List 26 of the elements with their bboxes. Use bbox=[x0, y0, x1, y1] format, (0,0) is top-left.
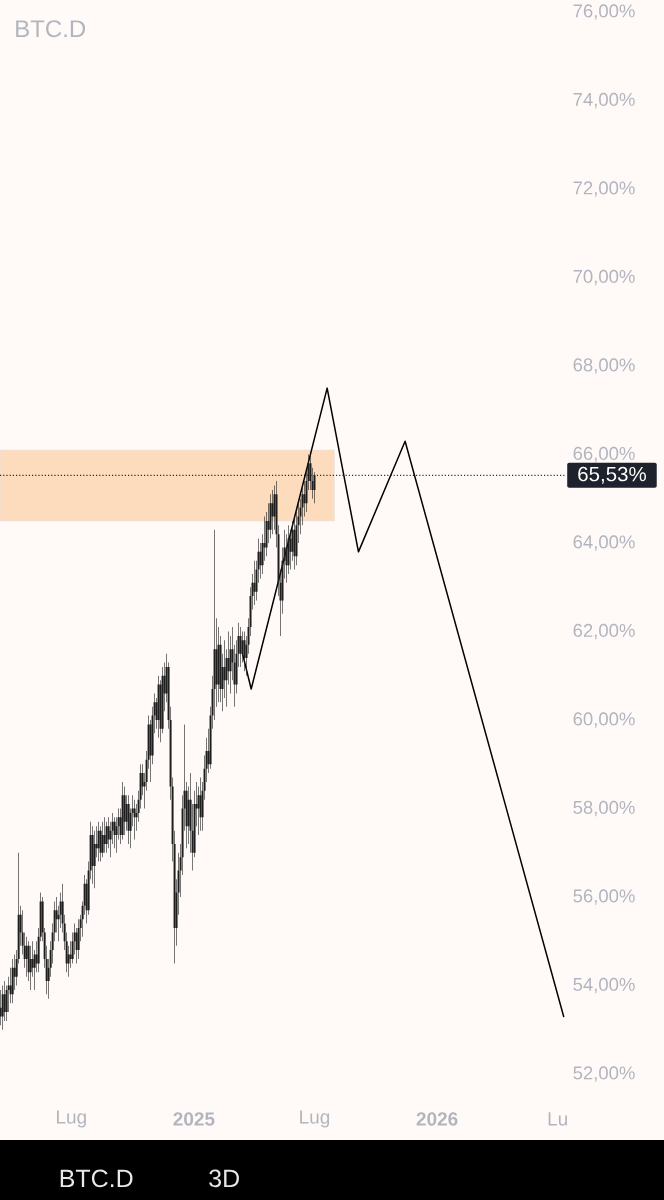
x-tick-label: Lug bbox=[57, 1110, 86, 1128]
y-tick-label: 56,00% bbox=[573, 889, 635, 905]
y-tick-label: 60,00% bbox=[573, 712, 635, 728]
y-tick-label: 70,00% bbox=[573, 269, 635, 286]
chart-title: BTC.D bbox=[16, 20, 86, 38]
y-tick-label: 74,00% bbox=[573, 92, 635, 109]
candlestick bbox=[313, 472, 316, 504]
candlestick bbox=[157, 675, 160, 738]
y-tick-label: 58,00% bbox=[573, 800, 635, 817]
ref-line-label: 65,53% bbox=[578, 466, 646, 484]
y-tick-label: 52,00% bbox=[573, 1066, 635, 1082]
y-tick-label: 68,00% bbox=[573, 358, 635, 374]
x-tick-label: 2025 bbox=[173, 1112, 215, 1126]
y-tick-label: 76,00% bbox=[573, 4, 635, 20]
y-tick-label: 72,00% bbox=[573, 181, 635, 197]
x-tick-label: Lu bbox=[548, 1112, 567, 1126]
y-tick-label: 64,00% bbox=[573, 535, 635, 551]
text: BTC.D bbox=[60, 1169, 133, 1188]
y-tick-label: 66,00% bbox=[573, 446, 635, 463]
candlestick bbox=[243, 631, 246, 672]
y-tick-label: 62,00% bbox=[573, 623, 635, 640]
y-tick-label: 54,00% bbox=[573, 977, 635, 994]
x-tick-label: 2026 bbox=[416, 1112, 458, 1126]
candlestick bbox=[1, 985, 4, 1030]
x-tick-label: Lug bbox=[300, 1110, 330, 1128]
text: 3D bbox=[209, 1169, 239, 1188]
